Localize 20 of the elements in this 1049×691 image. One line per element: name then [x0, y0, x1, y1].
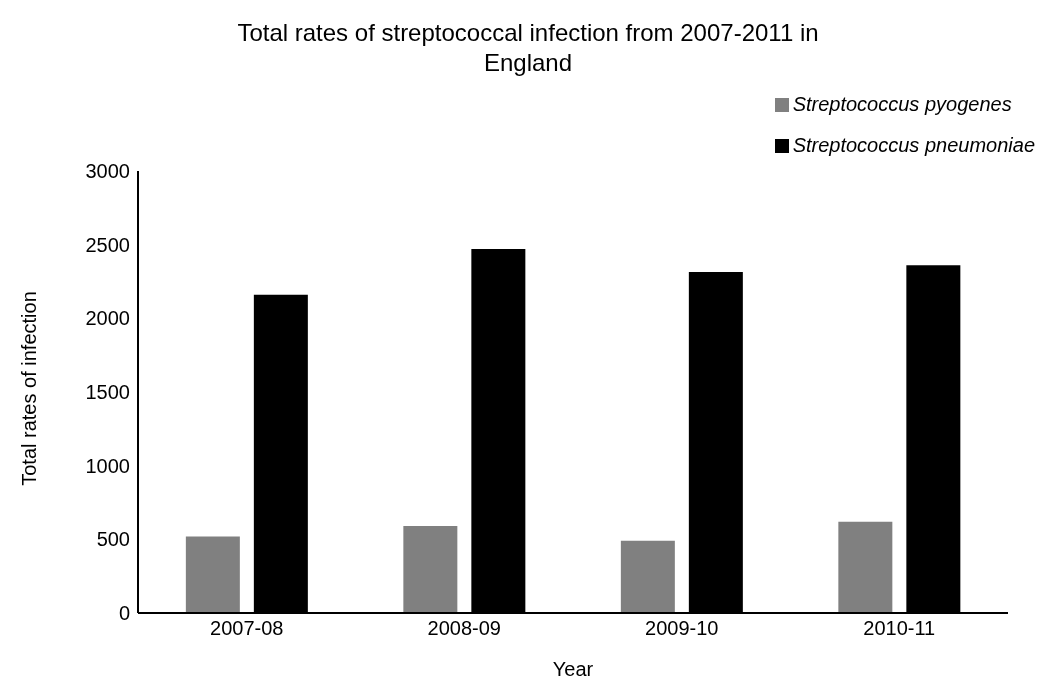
x-tick-label: 2009-10	[645, 617, 719, 640]
y-tick-label: 0	[118, 602, 130, 625]
chart-title: Total rates of streptococcal infection from 2007-2011 in England	[236, 18, 820, 78]
x-tick-label: 2007-08	[210, 617, 284, 640]
x-tick-label: 2010-11	[863, 617, 936, 640]
y-tick-label: 500	[96, 528, 130, 551]
x-tick-label: 2008-09	[427, 617, 501, 640]
bar	[185, 536, 240, 613]
legend-label: Streptococcus pyogenes	[792, 93, 1012, 116]
x-axis-title: Year	[551, 658, 595, 681]
y-tick-label: 2000	[85, 307, 130, 330]
y-axis-title: Total rates of infection	[17, 290, 41, 486]
legend-label: Streptococcus pneumoniae	[792, 134, 1035, 157]
bar	[620, 540, 675, 613]
bar	[403, 526, 458, 613]
y-tick-label: 2500	[85, 233, 130, 256]
y-tick-label: 1500	[85, 381, 130, 404]
y-tick-label: 3000	[85, 160, 130, 183]
bar	[838, 521, 893, 613]
y-tick-label: 1000	[85, 454, 130, 477]
